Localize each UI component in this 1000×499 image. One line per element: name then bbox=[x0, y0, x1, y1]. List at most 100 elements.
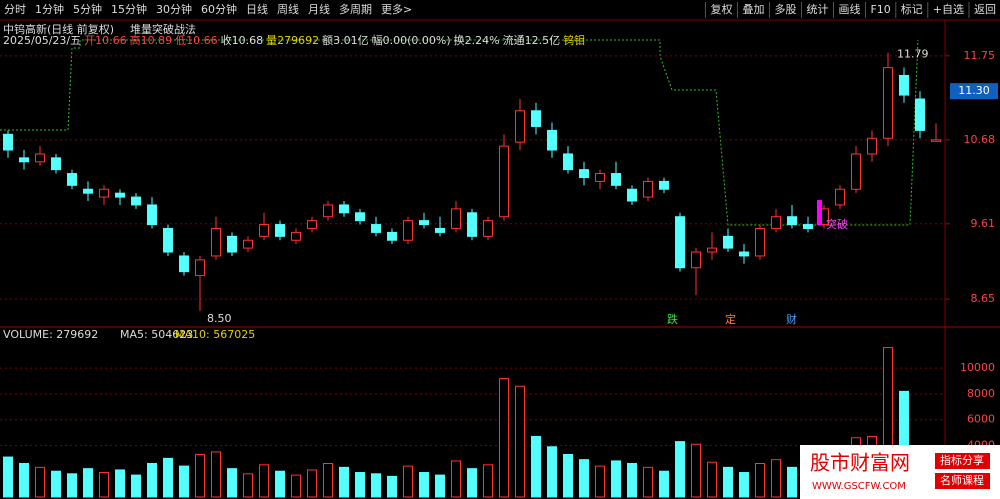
toolbar-tab[interactable]: 5分钟 bbox=[73, 2, 102, 16]
candle-body bbox=[563, 153, 573, 171]
toolbar-button[interactable]: 叠加 bbox=[742, 3, 764, 16]
candle-body bbox=[835, 188, 845, 206]
toolbar-button[interactable]: 多股 bbox=[774, 2, 796, 16]
volume-bar bbox=[371, 473, 381, 498]
candle-body bbox=[515, 110, 525, 143]
candle-body bbox=[851, 153, 861, 190]
volume-bar bbox=[35, 466, 45, 498]
volume-bar bbox=[51, 470, 61, 498]
last-price: 11.30 bbox=[958, 84, 990, 97]
y-tick-label: 9.61 bbox=[971, 217, 996, 230]
toolbar-tab[interactable]: 15分钟 bbox=[111, 2, 147, 16]
candle-body bbox=[67, 173, 77, 186]
volume-bar bbox=[627, 463, 637, 498]
volume-bar bbox=[675, 441, 685, 498]
toolbar-tab[interactable]: 分时 bbox=[4, 3, 26, 16]
volume-bar bbox=[579, 459, 589, 498]
volume-bar bbox=[115, 469, 125, 498]
volume-bar bbox=[515, 385, 525, 498]
candle-body bbox=[723, 235, 733, 249]
volume-bar bbox=[739, 472, 749, 498]
toolbar-button[interactable]: +自选 bbox=[933, 3, 964, 16]
toolbar-tab[interactable]: 60分钟 bbox=[201, 2, 237, 16]
toolbar-tab[interactable]: 周线 bbox=[277, 2, 299, 16]
toolbar-tab[interactable]: 30分钟 bbox=[156, 2, 192, 16]
volume-bar bbox=[179, 465, 189, 498]
info-item: 额3.01亿 bbox=[322, 34, 369, 47]
info-item: 量279692 bbox=[266, 34, 319, 47]
signal: 财 bbox=[786, 312, 797, 326]
candle-body bbox=[403, 220, 413, 241]
candle-body bbox=[755, 227, 765, 257]
toolbar-button[interactable]: F10 bbox=[870, 3, 890, 16]
volume-bar bbox=[483, 464, 493, 498]
candle-body bbox=[771, 216, 781, 229]
volume-bar bbox=[163, 457, 173, 498]
toolbar-tab[interactable]: 月线 bbox=[308, 2, 330, 16]
signal: 定 bbox=[725, 312, 736, 326]
candle-body bbox=[883, 67, 893, 139]
candle-body bbox=[3, 133, 13, 151]
candle-body bbox=[595, 173, 605, 182]
toolbar-tab[interactable]: 日线 bbox=[246, 2, 268, 16]
toolbar-tab[interactable]: 多周期 bbox=[339, 2, 372, 16]
toolbar-button[interactable]: 画线 bbox=[838, 2, 860, 16]
info-item: 流通12.5亿 bbox=[503, 33, 561, 47]
volume-bar bbox=[131, 474, 141, 498]
y-tick-label: 10000 bbox=[960, 361, 995, 374]
last-price-box bbox=[950, 83, 998, 100]
candle-body bbox=[307, 220, 317, 229]
toolbar-button[interactable]: 统计 bbox=[806, 3, 828, 16]
volume-bar bbox=[755, 463, 765, 498]
candle-body bbox=[611, 173, 621, 186]
candle-body bbox=[275, 224, 285, 237]
watermark-tag: 指标分享 bbox=[940, 453, 984, 467]
volume-bar bbox=[563, 453, 573, 498]
candle-body bbox=[451, 208, 461, 229]
volume-bar bbox=[707, 461, 717, 498]
volume-bar bbox=[723, 466, 733, 498]
toolbar-tab[interactable]: 1分钟 bbox=[35, 2, 64, 16]
watermark-site: 股市财富网 bbox=[810, 451, 910, 475]
candle-body bbox=[547, 129, 557, 151]
volume-bar bbox=[195, 453, 205, 498]
volume-bar bbox=[611, 460, 621, 498]
volume-bar bbox=[691, 443, 701, 498]
y-tick-label: 8000 bbox=[967, 387, 995, 400]
candle-body bbox=[211, 227, 221, 257]
ma5: MA5: 504623 bbox=[120, 328, 193, 341]
info-item: 幅0.00(0.00%) bbox=[372, 34, 451, 47]
toolbar-tab[interactable]: 更多> bbox=[381, 2, 412, 16]
candle-body bbox=[131, 196, 141, 206]
volume-bar bbox=[771, 459, 781, 498]
volume-bar bbox=[227, 468, 237, 498]
volume-bar bbox=[467, 468, 477, 498]
candle-body bbox=[35, 153, 45, 163]
candle-body bbox=[163, 227, 173, 253]
volume-bar bbox=[147, 463, 157, 498]
volume-bar bbox=[659, 470, 669, 498]
tag-bg bbox=[935, 473, 990, 489]
volume-bar bbox=[499, 377, 509, 498]
volume-bar bbox=[99, 472, 109, 498]
volume-bar bbox=[19, 463, 29, 498]
volume-bar bbox=[83, 468, 93, 498]
candle-body bbox=[387, 231, 397, 241]
candle-body bbox=[147, 204, 157, 226]
volume-bar bbox=[259, 464, 269, 498]
candle-body bbox=[371, 224, 381, 233]
candle-body bbox=[227, 235, 237, 253]
info-item: 收10.68 bbox=[221, 33, 264, 47]
candle-body bbox=[499, 145, 509, 218]
toolbar-button[interactable]: 复权 bbox=[710, 2, 732, 16]
candle-body bbox=[707, 247, 717, 253]
candle-body bbox=[643, 180, 653, 198]
toolbar-button[interactable]: 标记 bbox=[901, 2, 923, 16]
low-label: 8.50 bbox=[207, 312, 232, 325]
volume-bar bbox=[547, 446, 557, 498]
candle-body bbox=[83, 188, 93, 194]
info-item: 钨钼 bbox=[563, 33, 585, 47]
candle-body bbox=[291, 231, 301, 241]
info-item: 2025/05/23/五 bbox=[3, 34, 81, 47]
toolbar-button[interactable]: 返回 bbox=[974, 3, 996, 16]
